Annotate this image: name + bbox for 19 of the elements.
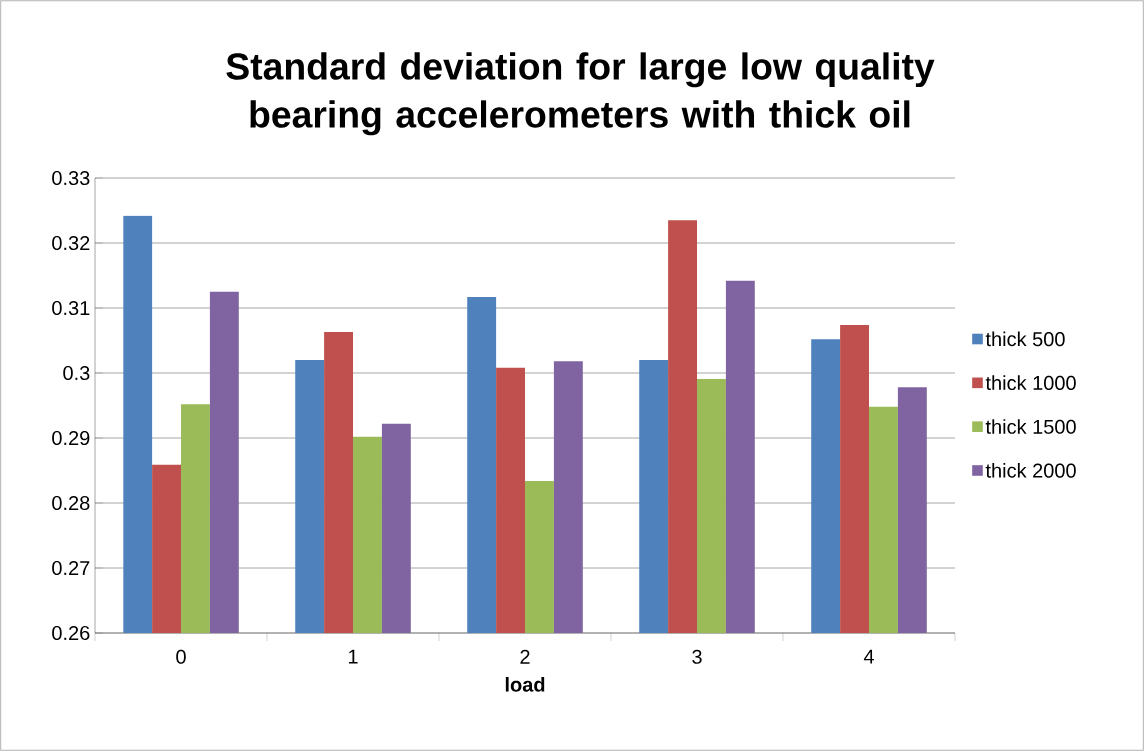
y-tick-label: 0.31 [52, 300, 90, 316]
x-tick-label: 0 [176, 649, 186, 664]
x-tick-label: 2 [520, 649, 530, 664]
x-tick-label: 3 [692, 649, 702, 664]
y-tick-label: 0.33 [52, 170, 90, 186]
legend-label: thick 2000 [985, 463, 1076, 478]
y-tick-label: 0.29 [52, 430, 90, 446]
chart-title: Standard deviation for large low quality bearing accelerometers with thick oil [226, 52, 935, 136]
y-tick-label: 0.27 [52, 560, 90, 576]
legend-label: thick 1500 [985, 419, 1076, 434]
legend-label: thick 500 [985, 331, 1065, 347]
y-tick-label: 0.3 [63, 365, 90, 381]
y-tick-label: 0.28 [52, 495, 90, 511]
y-tick-label: 0.32 [52, 235, 90, 251]
x-tick-label: 1 [348, 649, 358, 664]
x-tick-label: 4 [863, 649, 874, 664]
legend-label: thick 1000 [985, 375, 1076, 391]
y-tick-label: 0.26 [52, 625, 90, 641]
x-axis-title: load [505, 677, 545, 692]
